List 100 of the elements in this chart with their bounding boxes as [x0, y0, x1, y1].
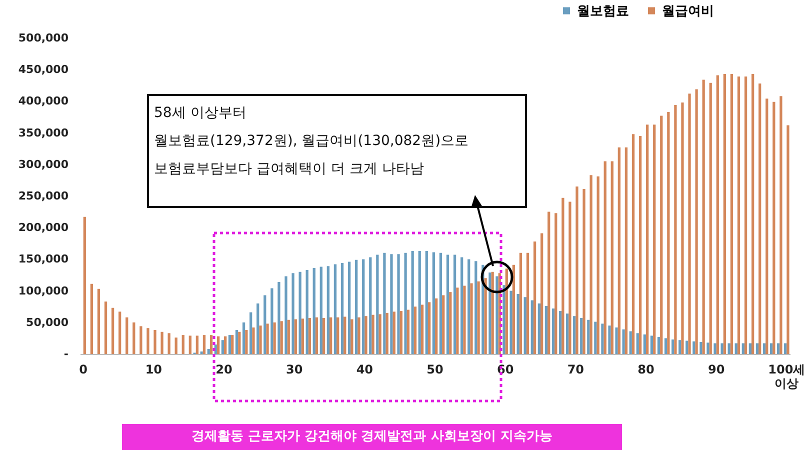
text: 경제활동 근로자가 강건해야 경제발전과 사회보장이 지속가능 [122, 424, 622, 450]
bar [280, 321, 283, 354]
bar [468, 259, 470, 354]
bar [632, 134, 635, 354]
bar [414, 306, 417, 354]
bar [681, 102, 684, 354]
bar [392, 312, 396, 354]
bar [118, 312, 122, 354]
bar [748, 343, 752, 354]
bar [90, 284, 94, 354]
x-tick-label: 10 [145, 362, 162, 376]
bar [369, 257, 372, 354]
bar [287, 320, 290, 354]
bar [273, 322, 276, 354]
bar [566, 314, 569, 354]
bar [228, 335, 232, 354]
bar [326, 266, 330, 354]
bar [270, 288, 274, 354]
bar [83, 216, 86, 354]
y-tick-label: 450,000 [18, 63, 69, 76]
x-tick-label: 30 [286, 362, 303, 376]
bar [700, 342, 702, 354]
bar [678, 340, 682, 354]
bar [425, 250, 428, 354]
bar [744, 76, 748, 354]
bar [411, 250, 414, 354]
bar [624, 147, 628, 354]
bar [264, 295, 266, 354]
bar [636, 333, 639, 354]
bar [111, 308, 114, 354]
y-tick-label: 300,000 [18, 158, 69, 171]
bar [608, 326, 611, 354]
bar [188, 336, 192, 354]
bar [766, 98, 768, 354]
bar [420, 304, 424, 354]
bar [320, 266, 322, 354]
bar [174, 338, 178, 354]
bar [216, 336, 220, 354]
bar [516, 294, 520, 354]
bar [751, 74, 754, 354]
x-tick-label: 50 [426, 362, 444, 376]
bar [488, 272, 492, 354]
bar [686, 340, 688, 354]
bar [463, 286, 466, 354]
bar [728, 343, 730, 354]
bar [238, 332, 241, 354]
bar [758, 84, 762, 354]
bar [278, 282, 280, 354]
bar [587, 320, 590, 354]
bar [582, 189, 586, 354]
bar [376, 254, 379, 354]
bar [224, 336, 227, 354]
bar [533, 242, 536, 354]
bar [688, 94, 691, 354]
legend-label: 월보험료 [577, 4, 629, 19]
bar [397, 254, 400, 354]
bar [580, 318, 583, 354]
bar [428, 302, 431, 354]
y-tick-label: 200,000 [18, 221, 69, 234]
bar [548, 212, 550, 354]
x-tick-label: 70 [567, 362, 584, 376]
bar [435, 298, 438, 354]
bar [104, 302, 108, 354]
x-tick-label: 0 [79, 362, 88, 376]
bar [734, 343, 738, 354]
bar [519, 252, 522, 354]
bar [322, 318, 326, 354]
bar [590, 175, 592, 354]
bar [168, 333, 170, 354]
bar [160, 332, 164, 354]
bar [594, 322, 597, 354]
bar [762, 343, 766, 354]
bar [576, 186, 578, 354]
bar [667, 112, 670, 354]
bar [406, 310, 410, 354]
bar [573, 316, 576, 354]
bar [294, 319, 297, 354]
bar [618, 147, 620, 354]
bar [383, 252, 386, 354]
y-tick-label: 50,000 [26, 316, 69, 329]
bar [477, 281, 480, 354]
bar [562, 198, 564, 354]
bar [496, 276, 498, 354]
bar [671, 339, 674, 354]
x-tick-label: 40 [356, 362, 374, 376]
bar [439, 252, 442, 354]
legend-label: 월급여비 [662, 4, 714, 19]
bar [505, 268, 508, 354]
bar [334, 264, 337, 354]
bar [284, 276, 288, 354]
bar [772, 102, 776, 354]
bar [643, 334, 646, 354]
bar [456, 288, 459, 354]
bar [491, 272, 494, 354]
bar [692, 341, 696, 354]
bar [242, 322, 246, 354]
bar [442, 295, 445, 354]
y-tick-label: 400,000 [18, 94, 69, 108]
bar [372, 314, 374, 354]
bar [770, 343, 773, 354]
